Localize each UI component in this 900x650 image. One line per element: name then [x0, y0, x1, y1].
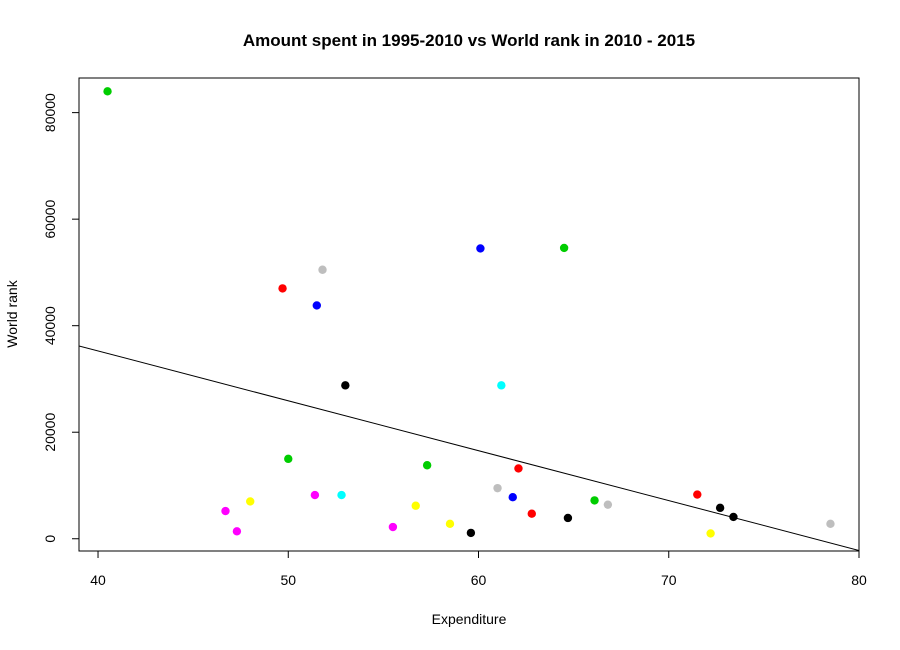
x-tick-label: 40 — [90, 572, 106, 588]
data-point — [445, 519, 455, 529]
y-tick-label: 80000 — [42, 93, 58, 132]
data-point — [232, 527, 242, 536]
data-point — [284, 454, 293, 464]
data-point — [706, 529, 715, 538]
regression-line — [79, 345, 859, 551]
x-axis-label: Expenditure — [432, 611, 507, 627]
data-point — [514, 464, 523, 473]
data-point — [476, 244, 485, 253]
data-point — [559, 243, 569, 253]
data-point — [337, 490, 346, 500]
x-tick-label: 60 — [471, 572, 487, 588]
data-point — [603, 500, 613, 509]
data-point — [693, 490, 702, 499]
data-point — [341, 381, 350, 390]
y-axis: 0 20000 40000 60000 80000 — [42, 93, 80, 543]
data-point — [466, 528, 476, 538]
data-point — [388, 522, 398, 532]
plot-area-frame — [78, 77, 860, 552]
data-point — [563, 513, 573, 523]
y-tick-label: 20000 — [42, 413, 58, 452]
data-point — [246, 497, 255, 506]
data-point — [278, 284, 287, 293]
y-axis-label: World rank — [4, 279, 20, 347]
data-point — [411, 501, 420, 510]
data-point — [497, 381, 506, 390]
data-point — [508, 493, 517, 502]
data-point — [103, 87, 112, 96]
y-tick-label: 40000 — [42, 306, 58, 345]
x-axis: 40 50 60 70 80 — [90, 550, 867, 588]
x-tick-label: 80 — [851, 572, 867, 588]
data-point — [422, 461, 432, 470]
x-tick-label: 70 — [661, 572, 677, 588]
plot-contents — [79, 87, 859, 551]
data-point — [312, 301, 322, 310]
data-point — [729, 512, 738, 522]
data-point — [590, 496, 599, 505]
data-point — [493, 483, 502, 493]
y-tick-label: 0 — [42, 535, 58, 543]
data-point — [715, 503, 725, 513]
data-point — [826, 519, 835, 529]
chart-title: Amount spent in 1995-2010 vs World rank … — [243, 31, 695, 50]
y-tick-label: 60000 — [42, 199, 58, 238]
data-point — [310, 490, 320, 500]
data-point — [318, 265, 327, 274]
data-point — [527, 509, 536, 518]
data-point — [221, 506, 230, 516]
x-tick-label: 50 — [280, 572, 296, 588]
